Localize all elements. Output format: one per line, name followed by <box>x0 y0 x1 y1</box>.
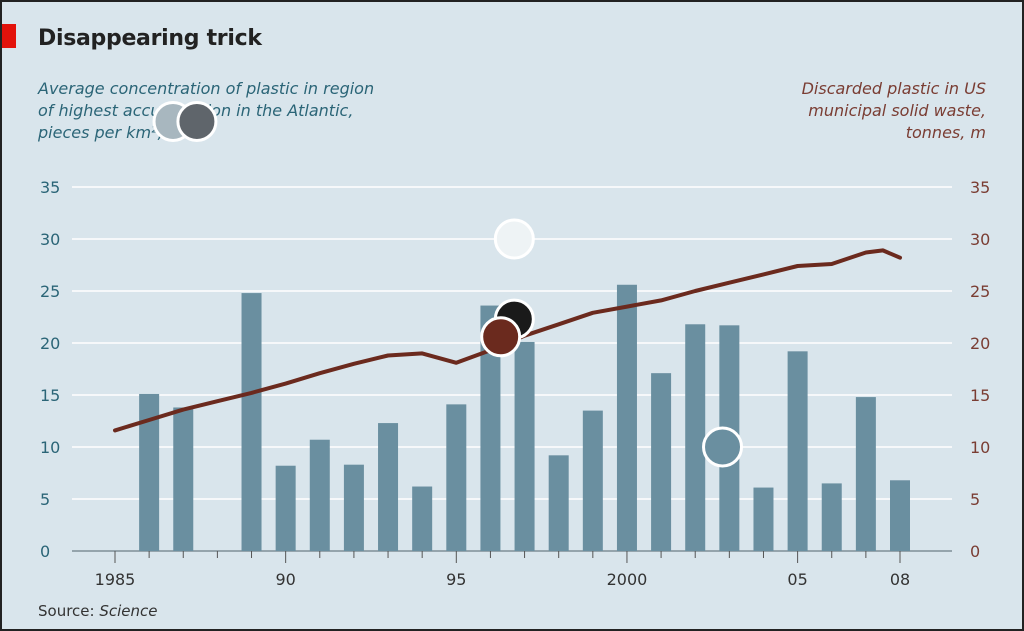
right-axis-subtitle: Discarded plastic in US municipal solid … <box>726 78 986 144</box>
x-tick-label: 90 <box>275 570 295 589</box>
white-marker <box>493 218 535 260</box>
x-tick-label: 95 <box>446 570 466 589</box>
bar <box>446 404 467 551</box>
y-tick-label-left: 10 <box>40 438 60 457</box>
bar <box>855 397 876 551</box>
y-tick-label-right: 0 <box>970 542 980 561</box>
teal-marker <box>702 426 744 468</box>
bar <box>890 480 910 551</box>
x-tick-label: 1985 <box>95 570 136 589</box>
right-subtitle-line: Discarded plastic in US <box>801 79 986 98</box>
bar <box>378 423 399 551</box>
bar <box>616 284 637 551</box>
chart-title: Disappearing trick <box>38 26 262 51</box>
source-note: Source: Science <box>38 602 158 620</box>
bar <box>582 410 603 551</box>
y-tick-label-left: 0 <box>40 542 50 561</box>
y-tick-label-right: 35 <box>970 178 990 197</box>
bar <box>787 351 808 551</box>
bar <box>343 464 364 551</box>
y-tick-label-left: 25 <box>40 282 60 301</box>
y-tick-label-left: 30 <box>40 230 60 249</box>
bar <box>821 483 842 551</box>
bar <box>480 305 501 551</box>
bar <box>685 324 706 551</box>
bar <box>309 439 330 551</box>
dark-gray-marker <box>176 100 218 142</box>
right-subtitle-line: tonnes, m <box>905 123 986 142</box>
bar <box>651 373 672 551</box>
y-tick-label-left: 20 <box>40 334 60 353</box>
x-tick-label: 2000 <box>607 570 648 589</box>
y-tick-label-left: 35 <box>40 178 60 197</box>
bar <box>139 393 160 551</box>
y-tick-label-right: 20 <box>970 334 990 353</box>
source-label: Source: <box>38 602 95 620</box>
x-tick-label: 05 <box>787 570 807 589</box>
y-tick-label-right: 10 <box>970 438 990 457</box>
brand-tab <box>2 24 16 48</box>
source-name: Science <box>99 602 158 620</box>
y-tick-label-left: 15 <box>40 386 60 405</box>
bar <box>173 407 194 551</box>
x-tick-label: 08 <box>890 570 910 589</box>
y-tick-label-right: 5 <box>970 490 980 509</box>
y-tick-label-right: 15 <box>970 386 990 405</box>
y-tick-label-right: 30 <box>970 230 990 249</box>
y-tick-label-right: 25 <box>970 282 990 301</box>
left-subtitle-line: Average concentration of plastic in regi… <box>38 79 375 98</box>
bar <box>753 487 774 551</box>
bar <box>275 465 296 551</box>
bar <box>514 341 535 551</box>
bar <box>548 455 569 551</box>
bar <box>241 293 262 551</box>
right-subtitle-line: municipal solid waste, <box>808 101 986 120</box>
brown-marker <box>480 316 522 358</box>
bar <box>412 486 433 551</box>
y-tick-label-left: 5 <box>40 490 50 509</box>
